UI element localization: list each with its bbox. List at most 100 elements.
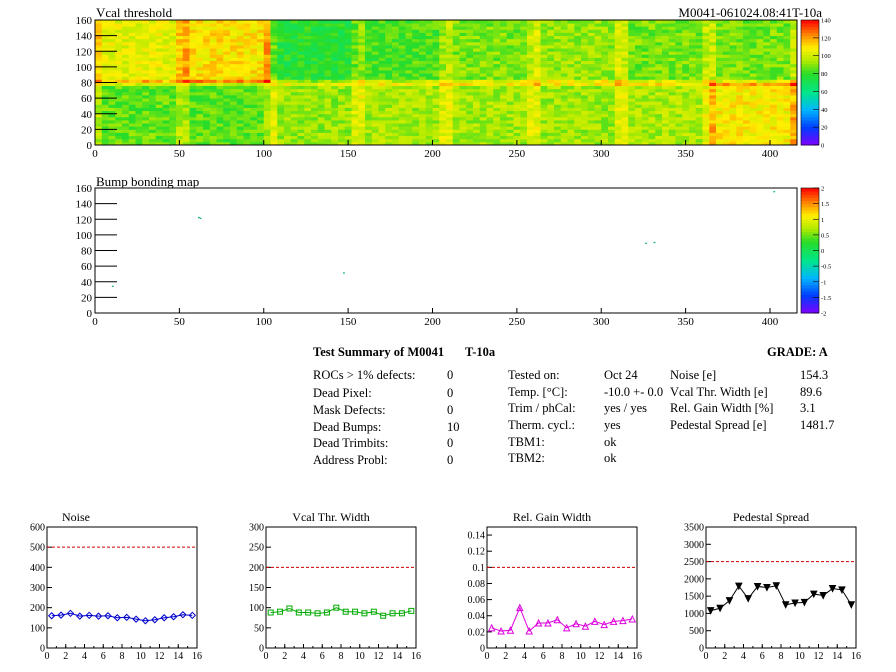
- vcal-cell: [500, 29, 508, 33]
- vcal-cell: [250, 138, 258, 143]
- vcal-cell: [668, 88, 676, 93]
- vcal-cell: [520, 57, 528, 62]
- vcal-cell: [371, 48, 379, 52]
- scale-step: [801, 104, 819, 108]
- vcal-cell: [635, 88, 643, 93]
- vcal-cell: [149, 126, 157, 130]
- vcal-cell: [398, 63, 406, 68]
- vcal-cell: [749, 57, 757, 62]
- vcal-cell: [189, 57, 197, 62]
- vcal-cell: [108, 70, 116, 74]
- vcal-cell: [749, 66, 757, 71]
- vcal-cell: [702, 70, 710, 74]
- vcal-cell: [790, 135, 798, 140]
- vcal-cell: [776, 101, 784, 105]
- vcal-cell: [581, 70, 589, 74]
- vcal-cell: [432, 45, 440, 49]
- vcal-cell: [358, 57, 366, 62]
- vcal-cell: [513, 88, 521, 93]
- vcal-cell: [689, 141, 697, 146]
- vcal-cell: [689, 70, 697, 74]
- vcal-cell: [257, 23, 265, 27]
- vcal-cell: [594, 132, 602, 137]
- vcal-cell: [446, 141, 454, 146]
- vcal-cell: [284, 104, 292, 108]
- vcal-cell: [587, 38, 595, 43]
- vcal-cell: [284, 85, 292, 90]
- vcal-cell: [567, 20, 575, 24]
- vcal-cell: [493, 95, 501, 99]
- x-tick-label: 250: [509, 316, 526, 328]
- vcal-cell: [554, 48, 562, 52]
- vcal-cell: [203, 104, 211, 108]
- vcal-cell: [446, 113, 454, 118]
- vcal-cell: [162, 35, 170, 40]
- vcal-cell: [209, 135, 217, 140]
- vcal-cell: [385, 51, 393, 55]
- vcal-cell: [554, 51, 562, 55]
- vcal-cell: [608, 38, 616, 43]
- vcal-cell: [648, 91, 656, 96]
- vcal-cell: [378, 110, 386, 115]
- vcal-cell: [614, 63, 622, 68]
- vcal-cell: [243, 98, 251, 102]
- vcal-cell: [358, 23, 366, 27]
- vcal-cell: [432, 20, 440, 24]
- vcal-cell: [182, 110, 190, 115]
- vcal-cell: [149, 110, 157, 115]
- vcal-cell: [621, 38, 629, 43]
- vcal-cell: [452, 45, 460, 49]
- vcal-cell: [149, 76, 157, 80]
- vcal-cell: [250, 32, 258, 37]
- vcal-cell: [189, 23, 197, 27]
- vcal-cell: [263, 120, 271, 124]
- vcal-cell: [682, 70, 690, 74]
- vcal-cell: [763, 123, 771, 127]
- defects-value-1: 0: [447, 386, 454, 400]
- vcal-cell: [533, 63, 541, 68]
- vcal-cell: [635, 138, 643, 143]
- vcal-cell: [95, 63, 103, 68]
- vcal-cell: [506, 29, 514, 33]
- vcal-cell: [122, 66, 130, 71]
- vcal-cell: [385, 82, 393, 87]
- vcal-cell: [675, 26, 683, 30]
- vcal-cell: [473, 48, 481, 52]
- vcal-cell: [756, 110, 764, 115]
- y-tick-label: 80: [81, 78, 93, 90]
- vcal-cell: [142, 98, 150, 102]
- vcal-cell: [628, 60, 636, 65]
- vcal-cell: [263, 132, 271, 137]
- vcal-cell: [702, 38, 710, 43]
- vcal-cell: [412, 23, 420, 27]
- vcal-cell: [182, 45, 190, 49]
- vcal-cell: [108, 113, 116, 118]
- vcal-cell: [398, 123, 406, 127]
- vcal-cell: [641, 38, 649, 43]
- vcal-cell: [385, 38, 393, 43]
- vcal-cell: [608, 138, 616, 143]
- vcal-cell: [189, 132, 197, 137]
- vcal-cell: [230, 63, 238, 68]
- vcal-cell: [479, 88, 487, 93]
- vcal-cell: [756, 51, 764, 55]
- vcal-cell: [155, 135, 163, 140]
- vcal-cell: [405, 129, 413, 133]
- vcal-cell: [398, 73, 406, 77]
- vcal-cell: [149, 23, 157, 27]
- vcal-cell: [290, 120, 298, 124]
- vcal-cell: [135, 138, 143, 143]
- vcal-cell: [135, 32, 143, 37]
- vcal-cell: [324, 91, 332, 96]
- vcal-cell: [122, 45, 130, 49]
- vcal-cell: [729, 60, 737, 65]
- vcal-cell: [689, 29, 697, 33]
- vcal-cell: [358, 66, 366, 71]
- vcal-cell: [635, 116, 643, 121]
- vcal-cell: [554, 32, 562, 37]
- vcal-cell: [317, 135, 325, 140]
- vcal-cell: [574, 138, 582, 143]
- vcal-cell: [770, 141, 778, 146]
- vcal-cell: [736, 26, 744, 30]
